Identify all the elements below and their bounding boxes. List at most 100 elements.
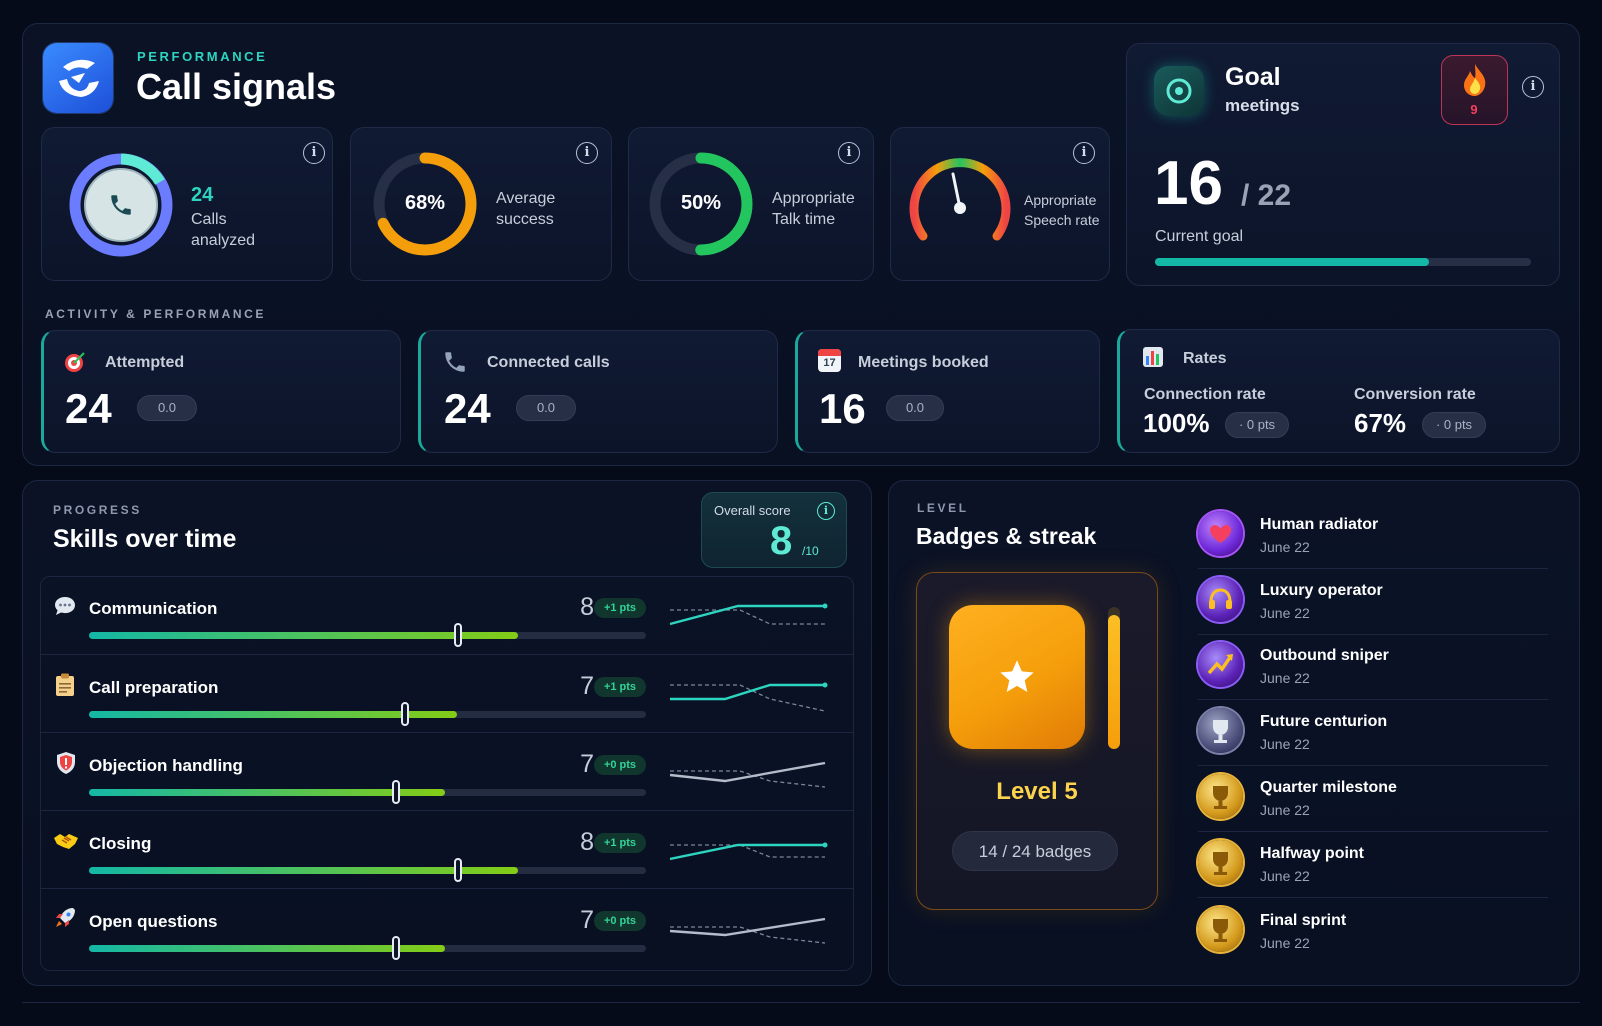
skill-slider-handle[interactable] — [453, 858, 462, 882]
average-success-donut — [373, 152, 477, 256]
bottom-divider — [22, 1002, 1580, 1003]
overall-score-card: Overall score i 8 /10 — [701, 492, 847, 568]
skill-slider-handle[interactable] — [453, 623, 462, 647]
talk-info-icon[interactable]: i — [838, 142, 860, 164]
skill-bar — [89, 858, 646, 882]
badge-date: June 22 — [1260, 935, 1310, 951]
talk-time-label-2: Talk time — [772, 211, 836, 228]
connection-rate-label: Connection rate — [1144, 386, 1266, 403]
calls-analyzed-label-1: Calls — [191, 211, 227, 228]
activity-heading: ACTIVITY & PERFORMANCE — [45, 307, 266, 321]
skill-row-call-preparation[interactable]: Call preparation 7 +1 pts — [40, 654, 854, 732]
star-icon — [1000, 660, 1034, 692]
gold-trophy-medal-icon — [1198, 840, 1243, 885]
talk-time-donut — [649, 152, 753, 256]
fire-icon — [1464, 64, 1486, 96]
skill-name: Call preparation — [89, 678, 219, 697]
skill-name: Objection handling — [89, 756, 243, 775]
connection-rate-delta: · 0 pts — [1225, 412, 1289, 438]
badge-item[interactable]: Quarter milestone June 22 — [1198, 766, 1548, 832]
phone-icon — [111, 195, 131, 215]
streak-badge[interactable]: 9 — [1441, 55, 1508, 125]
clipboard-icon — [56, 673, 74, 696]
goal-info-icon[interactable]: i — [1522, 76, 1544, 98]
badge-name: Outbound sniper — [1260, 647, 1389, 664]
skill-row-open-questions[interactable]: Open questions 7 +0 pts — [40, 888, 854, 966]
badge-item[interactable]: Halfway point June 22 — [1198, 832, 1548, 898]
app-logo — [43, 43, 113, 113]
speech-bubble-icon — [55, 597, 75, 615]
goal-subtitle: meetings — [1225, 96, 1300, 115]
conversion-rate-value: 67% — [1354, 408, 1407, 438]
badge-item[interactable]: Luxury operator June 22 — [1198, 569, 1548, 635]
meetings-booked-card: 17 Meetings booked 16 0.0 — [795, 330, 1100, 453]
badge-item[interactable]: Human radiator June 22 — [1198, 503, 1548, 569]
calls-info-icon[interactable]: i — [303, 142, 325, 164]
skill-score: 7 — [580, 672, 594, 700]
badge-date: June 22 — [1260, 868, 1310, 884]
skill-row-objection-handling[interactable]: Objection handling 7 +0 pts — [40, 732, 854, 810]
rates-card: Rates Connection rate 100% · 0 pts Conve… — [1117, 329, 1560, 453]
badge-date: June 22 — [1260, 736, 1310, 752]
gold-trophy-medal-icon — [1198, 907, 1243, 952]
overall-score-max: /10 — [802, 544, 819, 558]
goal-caption: Current goal — [1155, 228, 1244, 245]
average-success-card: 68% Average success i — [350, 127, 612, 281]
skill-name: Open questions — [89, 912, 218, 931]
goal-current: 16 — [1154, 149, 1223, 218]
overall-score-value: 8 — [770, 519, 793, 563]
logo-swirl-icon — [59, 59, 99, 97]
skill-score: 8 — [580, 593, 594, 621]
skill-bar-fill — [89, 945, 446, 952]
skill-slider-handle[interactable] — [401, 702, 410, 726]
phone-receiver-icon — [445, 352, 465, 372]
calendar-icon: 17 — [818, 349, 841, 372]
skill-slider-handle[interactable] — [391, 780, 400, 804]
skill-row-communication[interactable]: Communication 8 +1 pts — [40, 576, 854, 654]
badges-title: Badges & streak — [916, 523, 1097, 549]
badge-item[interactable]: Future centurion June 22 — [1198, 700, 1548, 766]
badge-date: June 22 — [1260, 539, 1310, 555]
target-icon — [1154, 66, 1204, 116]
average-success-label-2: success — [496, 211, 554, 228]
gold-trophy-medal-icon — [1198, 774, 1243, 819]
skill-bar-fill — [89, 789, 446, 796]
skill-trend-sparkline — [670, 761, 826, 788]
heart-medal-icon — [1198, 511, 1243, 556]
badge-item[interactable]: Outbound sniper June 22 — [1198, 634, 1548, 700]
level-label: Level 5 — [996, 778, 1078, 805]
level-card: Level 5 14 / 24 badges — [916, 572, 1158, 910]
badge-count-pill: 14 / 24 badges — [952, 831, 1118, 871]
speech-rate-gauge — [909, 158, 1011, 241]
attempted-card: Attempted 24 0.0 — [41, 330, 401, 453]
headset-medal-icon — [1198, 577, 1243, 622]
badge-name: Quarter milestone — [1260, 779, 1397, 796]
meetings-booked-delta: 0.0 — [886, 395, 944, 421]
badge-item[interactable]: Final sprint June 22 — [1198, 899, 1548, 965]
talk-time-label-1: Appropriate — [772, 190, 855, 207]
connected-calls-value: 24 — [444, 385, 491, 432]
speech-rate-card: Appropriate Speech rate i — [890, 127, 1110, 281]
level-star-tile — [949, 605, 1085, 749]
overall-info-icon[interactable]: i — [817, 502, 835, 520]
conversion-rate-delta: · 0 pts — [1422, 412, 1486, 438]
skill-trend-sparkline — [670, 842, 828, 861]
shield-icon — [57, 752, 75, 774]
average-info-icon[interactable]: i — [576, 142, 598, 164]
badge-date: June 22 — [1260, 670, 1310, 686]
skill-slider-handle[interactable] — [391, 936, 400, 960]
bar-chart-icon — [1143, 347, 1163, 367]
average-success-value: 68% — [404, 192, 446, 214]
handshake-icon — [54, 834, 78, 849]
goal-progress-track — [1155, 258, 1531, 266]
skill-row-closing[interactable]: Closing 8 +1 pts — [40, 810, 854, 888]
skill-bar-fill — [89, 632, 518, 639]
calls-analyzed-card: 24 Calls analyzed i — [41, 127, 333, 281]
skill-bar — [89, 936, 646, 960]
connected-calls-card: Connected calls 24 0.0 — [418, 330, 778, 453]
skill-delta: +1 pts — [594, 677, 646, 697]
header-eyebrow: PERFORMANCE — [137, 49, 268, 64]
speech-info-icon[interactable]: i — [1073, 142, 1095, 164]
skill-score: 7 — [580, 750, 594, 778]
arrow-medal-icon — [1198, 642, 1243, 687]
